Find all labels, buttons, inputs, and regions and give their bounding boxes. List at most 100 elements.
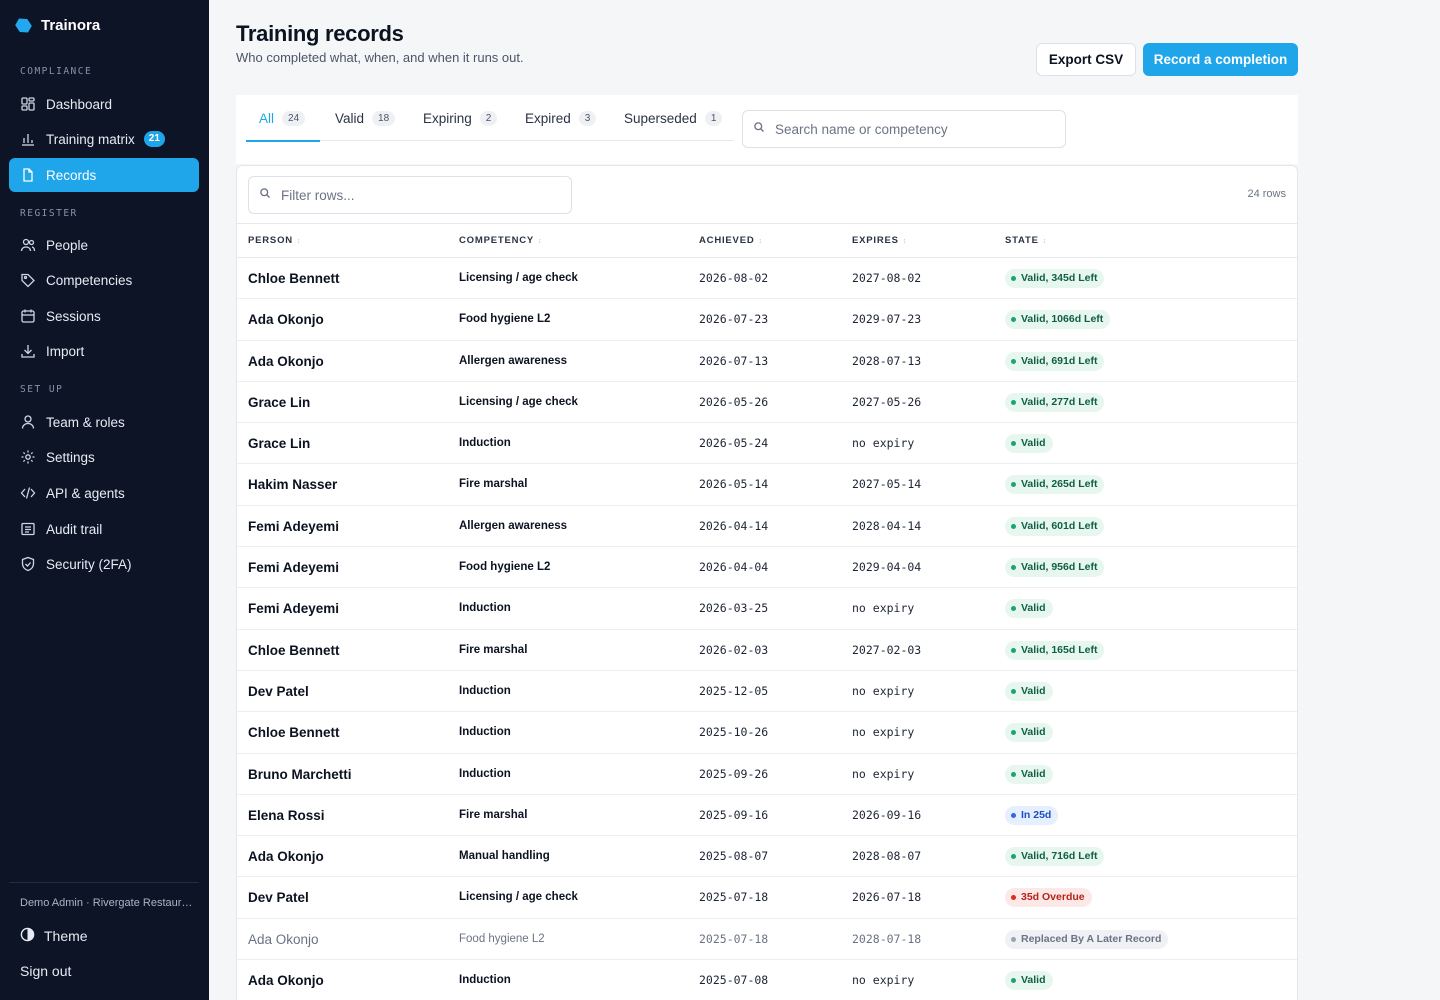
status-badge: Valid xyxy=(1005,723,1053,743)
sidebar: Trainora COMPLIANCE Dashboard Training m… xyxy=(0,0,209,1000)
table-row[interactable]: Dev Patel Licensing / age check 2025-07-18… xyxy=(237,877,1297,919)
section-label-compliance: COMPLIANCE xyxy=(20,66,93,77)
search-input[interactable] xyxy=(775,121,1055,137)
status-badge: Valid, 716d Left xyxy=(1005,847,1105,867)
status-badge: Valid, 277d Left xyxy=(1005,392,1105,412)
column-header-achieved[interactable]: ACHIEVED ↕ xyxy=(699,224,763,257)
tab-expired[interactable]: Expired 3 xyxy=(525,95,597,141)
cell-person: Ada Okonjo xyxy=(248,353,324,369)
table-row[interactable]: Chloe Bennett Fire marshal 2026-02-03 2027-… xyxy=(237,630,1297,671)
sidebar-item-competencies[interactable]: Competencies xyxy=(9,263,199,297)
column-label: PERSON xyxy=(248,235,293,246)
sidebar-item-audit-trail[interactable]: Audit trail xyxy=(9,512,199,546)
sidebar-item-people[interactable]: People xyxy=(9,228,199,262)
table-row[interactable]: Chloe Bennett Induction 2025-10-26 no expir… xyxy=(237,712,1297,754)
table-row[interactable]: Ada Okonjo Induction 2025-07-08 no expiry Va… xyxy=(237,960,1297,1000)
column-header-competency[interactable]: COMPETENCY ↕ xyxy=(459,224,542,257)
search-box[interactable] xyxy=(742,110,1066,148)
cell-achieved: 2026-04-04 xyxy=(699,560,769,575)
cell-expires: 2029-07-23 xyxy=(852,312,922,327)
table-row[interactable]: Ada Okonjo Food hygiene L2 2025-07-18 2028-… xyxy=(237,919,1297,961)
cell-achieved: 2026-04-14 xyxy=(699,518,769,533)
sidebar-item-sessions[interactable]: Sessions xyxy=(9,299,199,333)
export-csv-button[interactable]: Export CSV xyxy=(1036,43,1136,76)
table-row[interactable]: Femi Adeyemi Induction 2026-03-25 no expiry… xyxy=(237,588,1297,630)
filter-box[interactable] xyxy=(248,176,572,214)
sidebar-item-label: Training matrix xyxy=(46,131,135,147)
cell-competency: Allergen awareness xyxy=(459,519,568,532)
cell-expires: 2026-09-16 xyxy=(852,807,922,822)
cell-person: Femi Adeyemi xyxy=(248,518,340,534)
sign-out-link[interactable]: Sign out xyxy=(20,963,72,979)
status-text: Valid xyxy=(1021,602,1046,615)
sidebar-item-settings[interactable]: Settings xyxy=(9,440,199,474)
cell-competency: Food hygiene L2 xyxy=(459,313,551,326)
cell-achieved: 2026-07-23 xyxy=(699,312,769,327)
record-completion-button[interactable]: Record a completion xyxy=(1143,43,1298,76)
status-dot-icon xyxy=(1011,936,1016,942)
table-row[interactable]: Femi Adeyemi Allergen awareness 2026-04-14… xyxy=(237,506,1297,548)
cell-achieved: 2025-07-08 xyxy=(699,973,769,988)
cell-competency: Induction xyxy=(459,602,511,615)
table-row[interactable]: Elena Rossi Fire marshal 2025-09-16 2026-09… xyxy=(237,795,1297,837)
cell-expires: 2027-05-14 xyxy=(852,477,922,492)
cell-person: Chloe Bennett xyxy=(248,271,340,286)
table-row[interactable]: Femi Adeyemi Food hygiene L2 2026-04-04 202… xyxy=(237,547,1297,589)
status-text: Replaced By A Later Record xyxy=(1021,932,1162,945)
status-dot-icon xyxy=(1011,771,1016,777)
cell-achieved: 2025-10-26 xyxy=(699,725,769,740)
table-row[interactable]: Hakim Nasser Fire marshal 2026-05-14 2027-0… xyxy=(237,464,1297,506)
status-text: Valid xyxy=(1021,726,1046,739)
status-badge: Valid, 956d Left xyxy=(1005,558,1105,578)
tab-label: Expiring xyxy=(423,110,472,126)
tab-valid[interactable]: Valid 18 xyxy=(335,95,396,141)
theme-toggle[interactable]: Theme xyxy=(20,927,88,945)
matrix-count-badge: 21 xyxy=(143,131,165,147)
cell-competency: Manual handling xyxy=(459,850,550,863)
sidebar-item-records[interactable]: Records xyxy=(9,158,199,192)
table-row[interactable]: Dev Patel Induction 2025-12-05 no expiry Val… xyxy=(237,671,1297,713)
sidebar-item-security[interactable]: Security (2FA) xyxy=(9,547,199,581)
column-header-person[interactable]: PERSON ↕ xyxy=(248,224,301,257)
cell-achieved: 2025-09-26 xyxy=(699,766,769,781)
sidebar-item-dashboard[interactable]: Dashboard xyxy=(9,87,199,121)
user-icon xyxy=(20,414,36,430)
tab-expiring[interactable]: Expiring 2 xyxy=(423,95,498,141)
table-row[interactable]: Bruno Marchetti Induction 2025-09-26 no exp… xyxy=(237,754,1297,795)
cell-achieved: 2025-07-18 xyxy=(699,890,769,905)
status-text: Valid, 691d Left xyxy=(1021,354,1098,367)
table-row[interactable]: Grace Lin Induction 2026-05-24 no expiry Val… xyxy=(237,423,1297,465)
cell-state: Valid, 691d Left xyxy=(1005,341,1105,382)
sidebar-item-training-matrix[interactable]: Training matrix 21 xyxy=(9,122,199,156)
sidebar-item-label: Records xyxy=(46,167,97,183)
table-row[interactable]: Chloe Bennett Licensing / age check 2026-0… xyxy=(237,258,1297,300)
table-row[interactable]: Ada Okonjo Allergen awareness 2026-07-13 20… xyxy=(237,341,1297,382)
cell-competency: Induction xyxy=(459,726,511,739)
table-row[interactable]: Ada Okonjo Food hygiene L2 2026-07-23 2029-… xyxy=(237,299,1297,341)
people-icon xyxy=(20,237,36,253)
status-dot-icon xyxy=(1011,276,1016,281)
cell-state: Valid, 956d Left xyxy=(1005,547,1105,588)
sidebar-item-api-agents[interactable]: API & agents xyxy=(9,476,199,510)
status-text: In 25d xyxy=(1021,808,1052,821)
tab-all[interactable]: All 24 xyxy=(246,95,320,142)
sidebar-item-label: API & agents xyxy=(46,485,125,501)
calendar-icon xyxy=(20,308,36,324)
status-text: Valid xyxy=(1021,684,1046,697)
tab-superseded[interactable]: Superseded 1 xyxy=(624,95,723,141)
status-badge: Valid xyxy=(1005,434,1053,454)
brand[interactable]: Trainora xyxy=(16,17,100,34)
column-label: ACHIEVED xyxy=(699,235,755,246)
filter-input[interactable] xyxy=(281,187,561,203)
cell-competency: Induction xyxy=(459,437,511,450)
cell-person: Grace Lin xyxy=(248,394,311,410)
sidebar-item-team-roles[interactable]: Team & roles xyxy=(9,405,199,439)
table-row[interactable]: Ada Okonjo Manual handling 2025-08-07 2028-… xyxy=(237,836,1297,878)
status-text: Valid, 716d Left xyxy=(1021,850,1098,863)
cell-competency: Licensing / age check xyxy=(459,395,578,408)
table-row[interactable]: Grace Lin Licensing / age check 2026-05-26… xyxy=(237,382,1297,424)
status-text: Valid, 345d Left xyxy=(1021,272,1098,284)
column-header-state[interactable]: STATE ↕ xyxy=(1005,224,1047,257)
column-header-expires[interactable]: EXPIRES ↕ xyxy=(852,224,907,257)
sidebar-item-import[interactable]: Import xyxy=(9,334,199,368)
